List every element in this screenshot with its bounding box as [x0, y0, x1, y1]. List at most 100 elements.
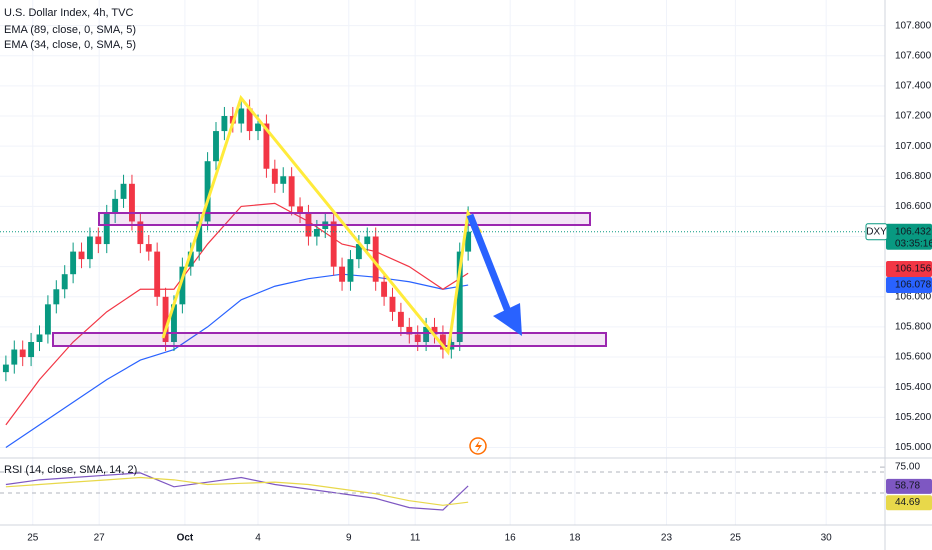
candle-body [28, 341, 35, 358]
arrow-head [493, 303, 522, 336]
candle-body [238, 108, 245, 124]
y-tick-label: 105.400 [895, 382, 932, 393]
symbol-box [865, 223, 888, 241]
candle-body [145, 244, 152, 252]
candle-body [330, 221, 337, 267]
candle-body [263, 123, 270, 169]
support-zone [52, 332, 607, 347]
arrow-shaft [466, 213, 513, 316]
x-tick-label: 27 [94, 533, 106, 544]
candle-body [406, 326, 413, 335]
y-tick-label: 107.000 [895, 141, 932, 152]
candle-body [213, 131, 219, 162]
y-tick-label: 107.800 [895, 20, 932, 31]
x-tick-label: 23 [661, 533, 673, 544]
x-tick-label: 16 [505, 533, 517, 544]
indicator-value-box [886, 277, 932, 294]
candle-body [78, 251, 85, 260]
candle-body [44, 304, 51, 335]
candle-body [162, 296, 169, 342]
candle-body [53, 289, 60, 305]
last-price-label: 106.432 [895, 226, 932, 237]
candle-body [120, 183, 127, 199]
x-tick-label: 4 [255, 533, 261, 544]
candle-body [347, 259, 354, 282]
rsi-title: RSI (14, close, SMA, 14, 2) [4, 464, 137, 476]
candle-body [86, 236, 93, 260]
candle-body [179, 266, 186, 305]
y-tick-label: 106.000 [895, 291, 932, 302]
candle-body [2, 364, 9, 373]
countdown-label: 03:35:16 [895, 238, 932, 249]
candle-body [431, 326, 438, 335]
candle-body [339, 266, 346, 282]
labels: U.S. Dollar Index, 4h, TVC EMA (89, clos… [4, 7, 137, 476]
rsi-value-label: 44.69 [895, 497, 920, 508]
candle-body [196, 221, 203, 252]
last-price-box [886, 223, 932, 250]
candle-body [204, 161, 211, 222]
rsi-value-box [886, 495, 932, 511]
candle-body [221, 116, 228, 132]
indicator-value-label: 106.078 [895, 280, 932, 291]
candle-body [414, 334, 421, 342]
candle-body [246, 108, 253, 132]
candle-body [280, 176, 287, 184]
candle-body [271, 168, 278, 184]
y-tick-label: 105.800 [895, 322, 932, 333]
x-tick-label: 9 [346, 533, 352, 544]
x-tick-label: Oct [177, 533, 194, 544]
candle-body [397, 311, 404, 327]
legend-entry: EMA (34, close, 0, SMA, 5) [4, 39, 136, 51]
candle-body [297, 206, 303, 214]
candle-body [187, 251, 194, 267]
candle-body [154, 251, 161, 297]
indicator-line [5, 476, 469, 506]
candle-body [389, 296, 396, 312]
candle-body [103, 213, 110, 245]
candle-body [372, 236, 379, 282]
candle-body [36, 334, 43, 342]
candle-body [456, 251, 463, 342]
x-tick-label: 18 [569, 533, 581, 544]
x-tick-label: 30 [821, 533, 833, 544]
candle-body [19, 349, 26, 358]
candle-body [61, 274, 68, 290]
indicator-value-label: 106.156 [895, 264, 932, 275]
candle-body [313, 229, 320, 237]
y-tick-label: 106.600 [895, 201, 932, 212]
indicator-line [5, 202, 469, 426]
candle-body [11, 349, 18, 365]
candle-body [137, 221, 144, 245]
y-tick-label: 75.00 [895, 462, 920, 473]
candle-body [288, 176, 295, 207]
x-tick-label: 25 [27, 533, 39, 544]
y-tick-label: 107.600 [895, 50, 932, 61]
candle-body [95, 236, 102, 245]
x-tick-label: 25 [730, 533, 742, 544]
candle-body [255, 123, 261, 132]
candle-body [355, 244, 362, 260]
legend-entry: EMA (89, close, 0, SMA, 5) [4, 24, 136, 36]
y-tick-label: 106.800 [895, 171, 932, 182]
y-tick-label: 105.600 [895, 352, 932, 363]
candle-body [381, 281, 388, 297]
symbol-label: DXY [866, 226, 887, 237]
candle-body [171, 304, 177, 342]
candle-body [112, 198, 119, 214]
rsi-value-label: 58.78 [895, 481, 920, 492]
y-tick-label: 105.200 [895, 412, 932, 423]
y-tick-label: 105.000 [895, 442, 932, 453]
y-tick-label: 107.400 [895, 81, 932, 92]
indicator-value-box [886, 261, 932, 278]
candle-body [70, 251, 77, 275]
indicator-line [5, 472, 469, 511]
marks [0, 99, 885, 511]
candle-body [423, 326, 430, 342]
drawings [52, 94, 607, 455]
x-tick-label: 11 [410, 533, 421, 544]
indicator-line [5, 273, 469, 448]
event-bolt [475, 440, 482, 453]
candle-body [129, 183, 135, 222]
